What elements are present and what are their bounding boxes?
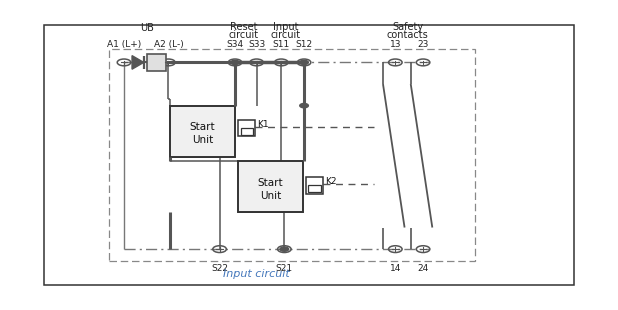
Bar [171,106,235,157]
Circle shape [300,60,308,64]
Bar [148,54,166,71]
Text: circuit: circuit [229,30,259,40]
Bar [238,161,303,212]
Text: Unit: Unit [260,191,281,201]
Bar [306,177,323,193]
Circle shape [300,104,308,108]
Text: A2 (L-): A2 (L-) [153,40,184,49]
Text: contacts: contacts [387,30,428,40]
Bar [240,128,253,135]
Text: K2: K2 [325,177,337,186]
Text: 24: 24 [417,264,429,273]
Text: Start: Start [258,178,283,188]
Text: UB: UB [140,23,154,33]
Text: S11: S11 [273,40,290,49]
Circle shape [231,60,239,64]
Text: S21: S21 [276,264,293,273]
Bar [109,49,475,261]
Text: Unit: Unit [192,135,213,145]
Text: Input circuit: Input circuit [223,269,290,279]
Text: 23: 23 [417,40,429,49]
Text: S34: S34 [226,40,243,49]
Text: S12: S12 [295,40,313,49]
Text: S33: S33 [248,40,265,49]
Text: A1 (L+): A1 (L+) [107,40,141,49]
Bar [308,185,321,192]
Polygon shape [132,55,144,69]
Text: Input: Input [273,22,298,32]
Text: 14: 14 [389,264,401,273]
Bar [44,25,574,285]
Text: Safety: Safety [392,22,423,32]
Bar [238,120,255,136]
Text: S22: S22 [211,264,228,273]
Text: Start: Start [190,122,216,132]
Circle shape [280,247,289,251]
Text: Reset: Reset [230,22,257,32]
Text: circuit: circuit [271,30,300,40]
Text: K1: K1 [257,120,269,129]
Text: 13: 13 [389,40,401,49]
